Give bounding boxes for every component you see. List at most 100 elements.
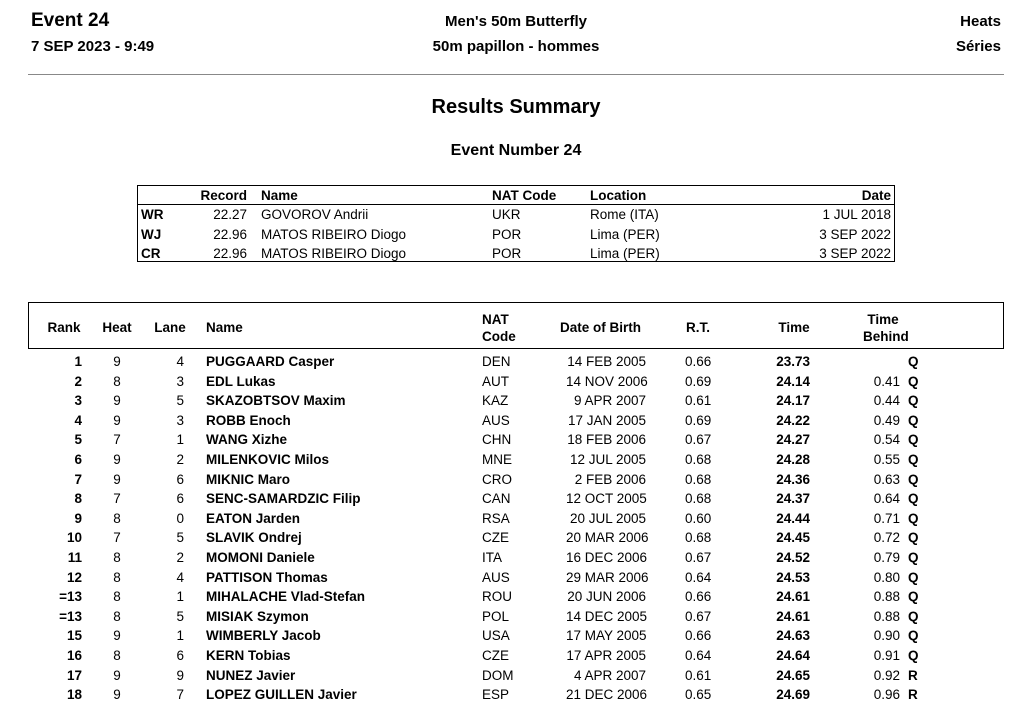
result-dob: 20 MAR 2006 [566,530,649,546]
result-behind: 0.92 [873,667,900,683]
result-heat: 9 [113,452,121,467]
result-name: SLAVIK Ondrej [206,530,302,546]
result-rt: 0.68 [685,452,712,467]
result-dob: 17 MAY 2005 [566,628,647,644]
result-lane: 1 [176,589,184,605]
result-dob: 12 OCT 2005 [566,491,647,507]
result-time: 24.63 [776,628,810,644]
result-behind: 0.44 [873,393,900,409]
result-heat: 7 [113,530,121,546]
result-time: 24.53 [776,569,810,585]
result-rt: 0.66 [685,589,712,605]
result-lane: 2 [176,452,184,467]
result-time: 24.69 [776,687,810,703]
result-rank: 18 [66,687,82,703]
result-q: Q [908,373,919,389]
result-behind: 0.90 [873,628,900,644]
result-nat: POL [482,608,510,624]
result-nat: RSA [482,510,510,526]
result-lane: 6 [176,648,184,663]
result-heat: 8 [113,510,121,526]
result-q: Q [908,452,919,467]
result-heat: 8 [113,648,121,663]
result-nat: CHN [482,432,512,448]
records-rule [137,204,895,205]
result-rank: 5 [74,432,82,448]
result-nat: ITA [482,550,502,565]
result-time: 24.61 [776,608,810,624]
result-q: R [908,687,918,703]
result-name: NUNEZ Javier [206,667,296,683]
result-nat: CRO [482,471,512,487]
result-time: 24.64 [776,648,810,663]
result-behind: 0.49 [873,412,900,428]
record-header: NAT Code [492,188,557,203]
result-name: SENC-SAMARDZIC Filip [206,491,361,507]
result-heat: 7 [113,432,121,448]
result-dob: 29 MAR 2006 [566,569,649,585]
record-header: Date [861,188,891,203]
result-name: PUGGAARD Casper [206,354,335,369]
result-name: MIKNIC Maro [206,471,290,487]
result-dob: 21 DEC 2006 [566,687,648,703]
result-rt: 0.68 [685,471,712,487]
record-header: Name [261,188,298,203]
result-rank: 17 [66,667,82,683]
result-lane: 1 [176,628,184,644]
result-nat: MNE [482,452,512,467]
result-time: 24.65 [776,667,810,683]
result-lane: 5 [176,393,184,409]
records-box [137,185,895,262]
result-rt: 0.67 [685,608,712,624]
result-q: Q [908,648,919,663]
result-q: Q [908,510,919,526]
result-nat: ESP [482,687,510,703]
result-behind: 0.41 [873,373,900,389]
record-cell: POR [492,226,522,242]
result-q: Q [908,569,919,585]
result-nat: AUT [482,373,509,389]
result-rt: 0.66 [685,354,712,369]
results-header-box [28,302,1004,349]
result-rt: 0.61 [685,393,712,409]
result-time: 24.36 [776,471,810,487]
result-behind: 0.72 [873,530,900,546]
result-lane: 7 [176,687,184,703]
result-rank: 4 [74,412,82,428]
result-lane: 9 [176,667,184,683]
result-lane: 1 [176,432,184,448]
result-dob: 16 DEC 2006 [566,550,648,565]
result-name: LOPEZ GUILLEN Javier [206,687,357,703]
title: Men's 50m Butterfly [445,13,587,30]
result-rt: 0.64 [685,648,712,663]
record-cell: Lima (PER) [590,246,660,262]
record-cell: Lima (PER) [590,226,660,242]
result-name: EATON Jarden [206,510,301,526]
result-rank: =13 [59,608,82,624]
result-dob: 20 JUL 2005 [569,510,646,526]
event: Event 24 [31,10,110,31]
result-behind: 0.88 [873,608,900,624]
result-heat: 9 [113,393,121,409]
result-dob: 14 NOV 2006 [566,373,648,389]
record-cell: Rome (ITA) [590,207,659,222]
result-time: 24.45 [776,530,810,546]
result-rank: 3 [74,393,82,409]
result-name: PATTISON Thomas [206,569,328,585]
record-header: Record [200,188,247,203]
result-nat: USA [482,628,510,644]
result-time: 23.73 [776,354,810,369]
result-dob: 20 JUN 2006 [567,589,646,605]
results-header: Time [778,320,810,335]
summary-title: Results Summary [431,96,601,118]
event-number: Event Number 24 [450,142,582,159]
result-time: 24.61 [776,589,810,605]
result-name: WANG Xizhe [206,432,288,448]
result-q: Q [908,530,919,546]
rule [28,74,1004,75]
result-rank: 11 [67,550,82,565]
result-rt: 0.60 [685,510,712,526]
result-rank: 10 [66,530,82,546]
result-rt: 0.61 [685,667,712,683]
results-header: Date of Birth [560,320,641,335]
